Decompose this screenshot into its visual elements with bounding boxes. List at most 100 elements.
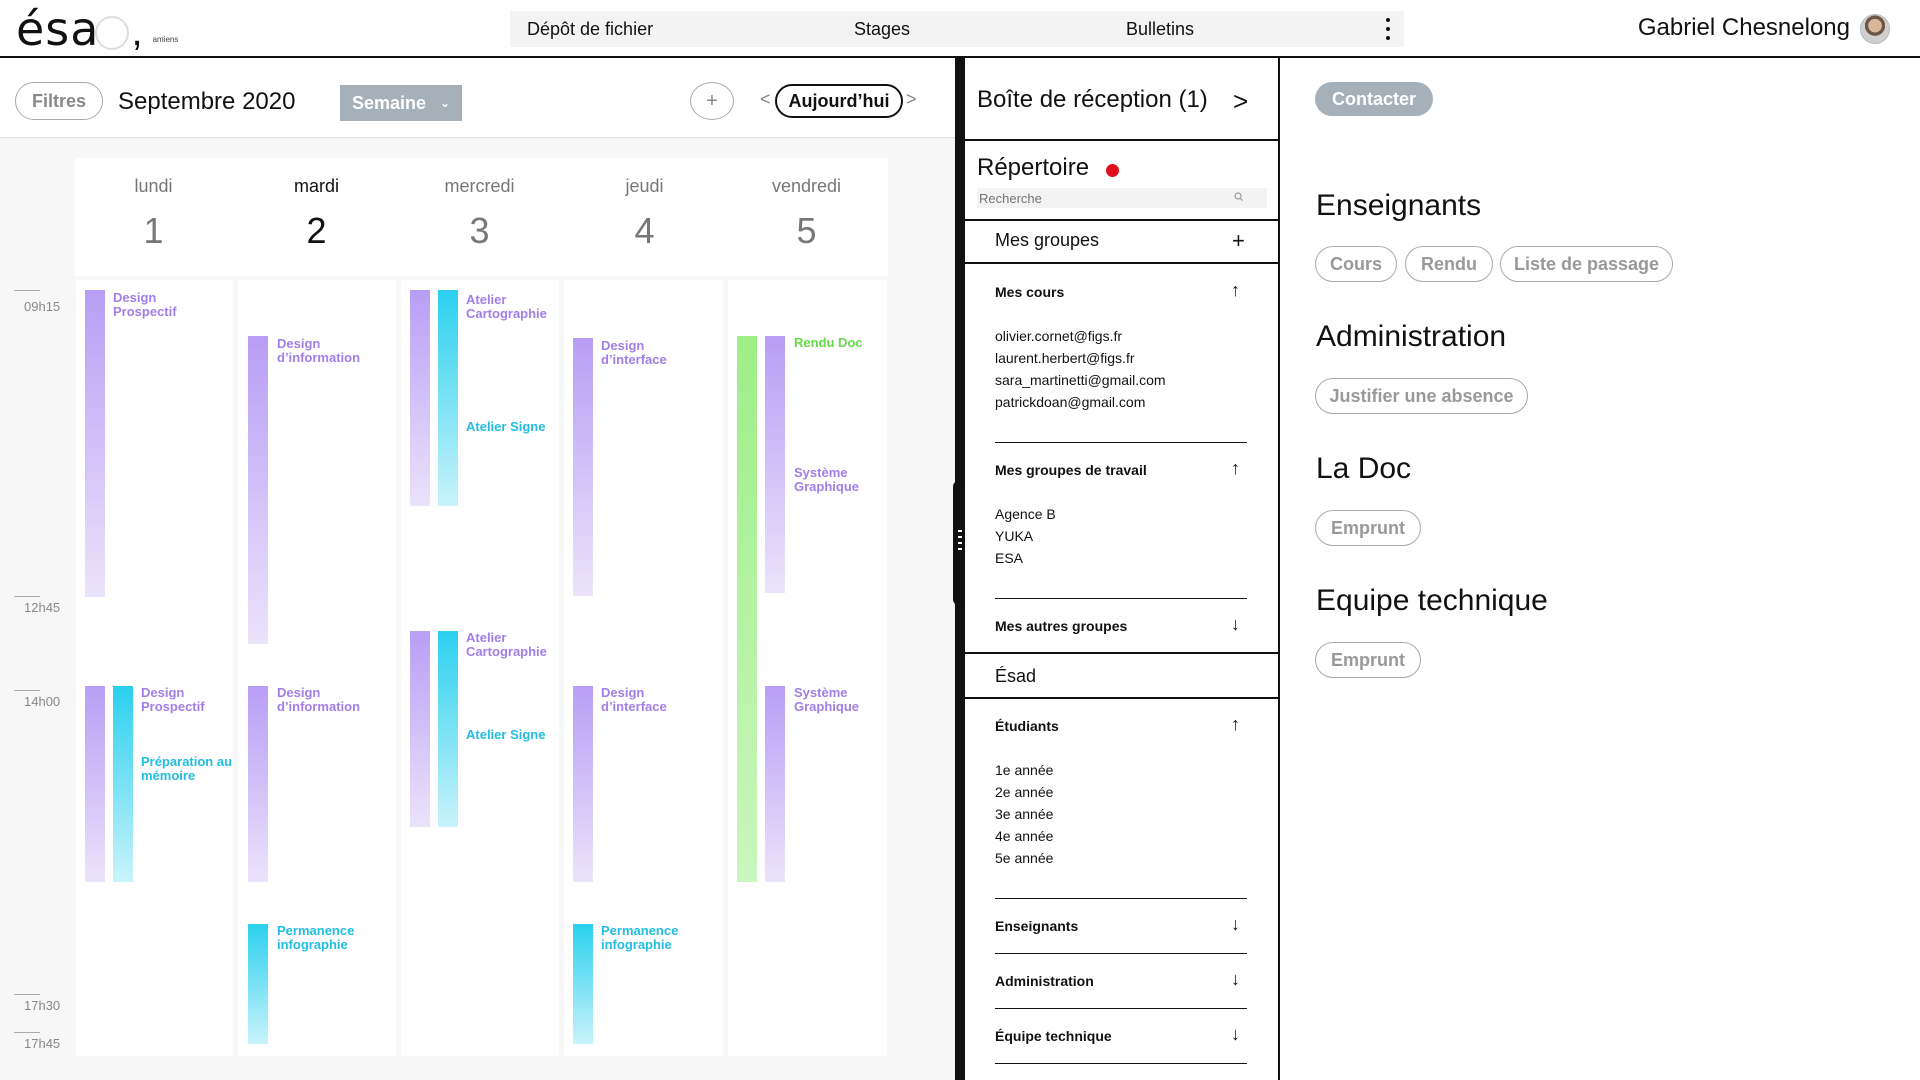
event-label[interactable]: Atelier Signe: [466, 727, 546, 742]
course-email[interactable]: patrickdoan@gmail.com: [995, 394, 1146, 410]
student-year-item[interactable]: 1e année: [995, 762, 1054, 778]
section-title-tech-team: Equipe technique: [1316, 584, 1548, 617]
student-year-item[interactable]: 3e année: [995, 806, 1054, 822]
work-group-item[interactable]: ESA: [995, 550, 1024, 566]
next-week-icon[interactable]: >: [906, 89, 917, 109]
section-title-la-doc: La Doc: [1316, 452, 1412, 485]
logo-ring-mark: [95, 16, 130, 50]
my-groups-label[interactable]: Mes groupes: [995, 230, 1100, 250]
teachers-header[interactable]: Enseignants: [995, 918, 1079, 934]
more-options-icon[interactable]: [1384, 18, 1392, 40]
chevron-right-icon[interactable]: >: [1233, 86, 1249, 116]
student-year-item[interactable]: 5e année: [995, 850, 1054, 866]
nav-file-upload[interactable]: Dépôt de fichier: [527, 19, 654, 39]
course-email[interactable]: olivier.cornet@figs.fr: [995, 328, 1123, 344]
user-name[interactable]: Gabriel Chesnelong: [1637, 14, 1850, 41]
student-year-item[interactable]: 2e année: [995, 784, 1054, 800]
event-bar[interactable]: [573, 338, 593, 596]
arrow-down-icon[interactable]: ↓: [1231, 1024, 1240, 1044]
other-groups-header[interactable]: Mes autres groupes: [995, 618, 1128, 634]
event-bar[interactable]: [438, 631, 458, 827]
arrow-up-icon[interactable]: ↑: [1231, 280, 1240, 300]
my-courses-header[interactable]: Mes cours: [995, 284, 1065, 300]
event-bar[interactable]: [85, 290, 105, 597]
nav-report-cards[interactable]: Bulletins: [1126, 19, 1195, 39]
event-label[interactable]: Design d’information: [277, 336, 361, 365]
arrow-up-icon[interactable]: ↑: [1231, 458, 1240, 478]
tag-justify-absence[interactable]: Justifier une absence: [1315, 378, 1528, 414]
section-title-administration: Administration: [1316, 320, 1507, 353]
prev-week-icon[interactable]: <: [760, 89, 771, 109]
event-label[interactable]: Préparation au mémoire: [141, 754, 233, 783]
tech-team-header[interactable]: Équipe technique: [995, 1028, 1112, 1044]
add-group-icon[interactable]: +: [1232, 228, 1245, 253]
event-bar[interactable]: [765, 336, 785, 593]
directory-panel: Boîte de réception (1) > Répertoire Mes …: [965, 58, 1278, 1080]
event-bar[interactable]: [765, 686, 785, 882]
arrow-down-icon[interactable]: ↓: [1231, 614, 1240, 634]
esad-logo[interactable]: ésa , amiens: [16, 2, 178, 52]
event-label[interactable]: Design d’interface: [601, 685, 667, 714]
event-bar[interactable]: [410, 631, 430, 827]
day-name: mercredi: [444, 176, 515, 196]
event-label[interactable]: Design Prospectif: [141, 685, 205, 714]
event-label[interactable]: Système Graphique: [794, 465, 860, 494]
tag-submission[interactable]: Rendu: [1405, 246, 1493, 282]
work-group-item[interactable]: Agence B: [995, 506, 1056, 522]
event-bar[interactable]: [737, 336, 757, 882]
event-bar[interactable]: [248, 336, 268, 644]
divider: [965, 262, 1278, 264]
day-number[interactable]: 4: [634, 210, 655, 251]
event-bar[interactable]: [113, 686, 133, 882]
event-label[interactable]: Permanence infographie: [277, 923, 355, 952]
event-label[interactable]: Design d’interface: [601, 338, 667, 367]
event-label[interactable]: Atelier Cartographie: [466, 630, 547, 659]
work-groups-header[interactable]: Mes groupes de travail: [995, 462, 1147, 478]
event-bar[interactable]: [573, 924, 593, 1044]
arrow-down-icon[interactable]: ↓: [1231, 969, 1240, 989]
inbox-link[interactable]: Boîte de réception (1): [977, 86, 1208, 113]
event-label[interactable]: Rendu Doc: [794, 335, 863, 350]
event-label[interactable]: Atelier Signe: [466, 419, 546, 434]
time-tick: [14, 290, 40, 291]
student-year-item[interactable]: 4e année: [995, 828, 1054, 844]
contact-button[interactable]: Contacter: [1315, 82, 1433, 116]
tag-courses[interactable]: Cours: [1315, 246, 1397, 282]
tag-borrow[interactable]: Emprunt: [1315, 642, 1421, 678]
administration-header[interactable]: Administration: [995, 973, 1094, 989]
arrow-up-icon[interactable]: ↑: [1231, 714, 1240, 734]
nav-internships[interactable]: Stages: [854, 19, 911, 39]
tag-borrow[interactable]: Emprunt: [1315, 510, 1421, 546]
view-select[interactable]: Semaine ⌄: [340, 85, 462, 121]
esad-section-label[interactable]: Ésad: [995, 666, 1037, 686]
students-header[interactable]: Étudiants: [995, 718, 1059, 734]
search-input[interactable]: [977, 188, 1267, 208]
day-number[interactable]: 1: [143, 210, 164, 251]
event-bar[interactable]: [573, 686, 593, 882]
event-label[interactable]: Système Graphique: [794, 685, 860, 714]
user-avatar[interactable]: [1860, 14, 1890, 44]
event-bar[interactable]: [248, 686, 268, 882]
event-bar[interactable]: [85, 686, 105, 882]
event-bar[interactable]: [248, 924, 268, 1044]
arrow-down-icon[interactable]: ↓: [1231, 914, 1240, 934]
tag-attendance-list[interactable]: Liste de passage: [1500, 246, 1673, 282]
course-email[interactable]: laurent.herbert@figs.fr: [995, 350, 1135, 366]
filters-button[interactable]: Filtres: [15, 82, 103, 120]
search-icon[interactable]: [1233, 190, 1245, 204]
today-button[interactable]: Aujourd’hui: [775, 84, 903, 118]
day-number[interactable]: 3: [469, 210, 490, 251]
day-number[interactable]: 5: [796, 210, 817, 251]
day-number-current[interactable]: 2: [306, 210, 327, 251]
divider: [995, 953, 1247, 954]
event-label[interactable]: Design Prospectif: [113, 290, 177, 319]
work-group-item[interactable]: YUKA: [995, 528, 1034, 544]
event-label[interactable]: Design d’information: [277, 685, 361, 714]
course-email[interactable]: sara_martinetti@gmail.com: [995, 372, 1166, 388]
resize-handle[interactable]: [953, 480, 967, 606]
add-event-button[interactable]: +: [690, 82, 734, 120]
event-bar[interactable]: [438, 290, 458, 506]
event-bar[interactable]: [410, 290, 430, 506]
event-label[interactable]: Permanence infographie: [601, 923, 679, 952]
event-label[interactable]: Atelier Cartographie: [466, 292, 547, 321]
